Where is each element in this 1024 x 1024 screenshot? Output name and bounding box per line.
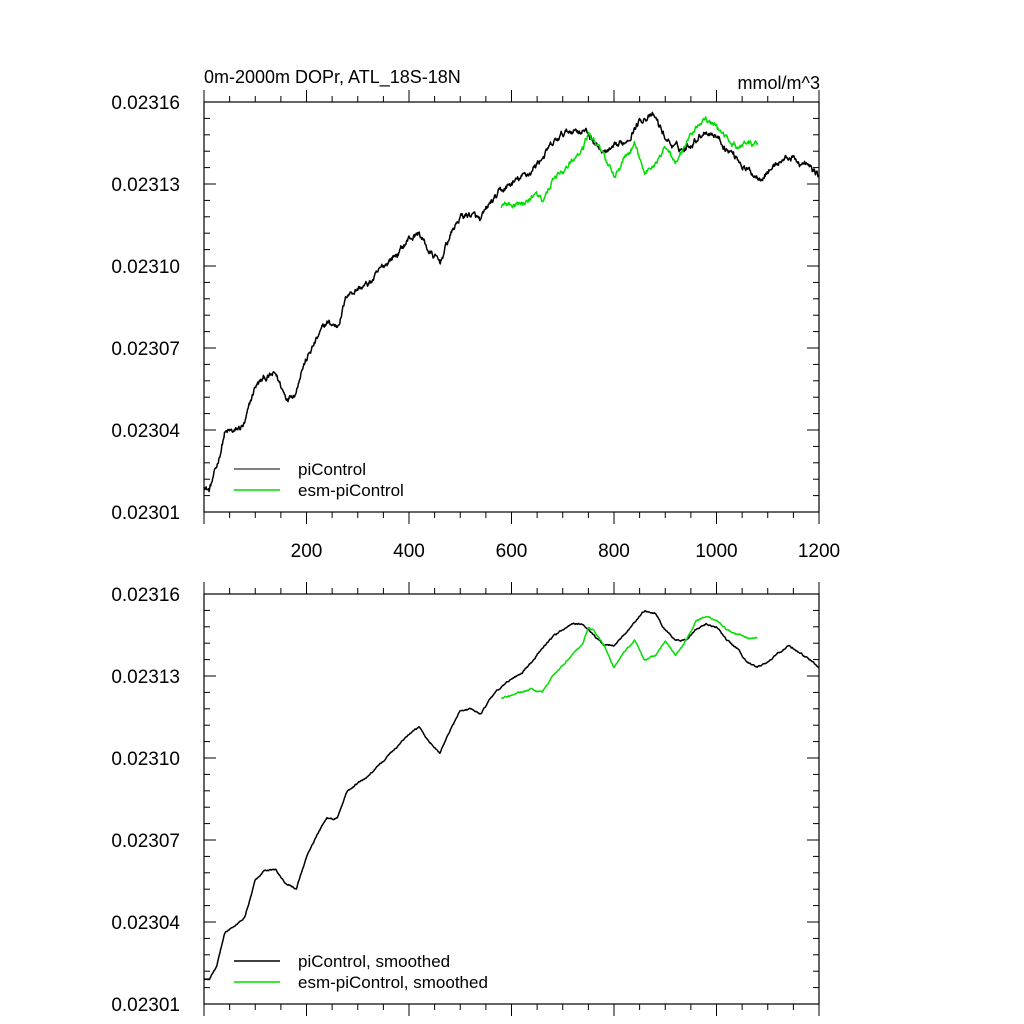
- y-tick-label: 0.02304: [111, 421, 180, 442]
- x-tick-label: 1200: [798, 541, 840, 562]
- x-tick-label: 600: [496, 541, 528, 562]
- chart-title: 0m-2000m DOPr, ATL_18S-18N: [204, 67, 461, 88]
- y-tick-label: 0.02310: [111, 749, 180, 770]
- y-tick-label: 0.02301: [111, 503, 180, 524]
- top-plot-frame: [203, 101, 820, 513]
- series-line-esm-picontrol-smoothed: [500, 615, 758, 699]
- x-tick-label: 400: [393, 541, 425, 562]
- y-tick-label: 0.02310: [111, 257, 180, 278]
- y-tick-label: 0.02316: [111, 585, 180, 606]
- y-tick-label: 0.02313: [111, 175, 180, 196]
- y-tick-label: 0.02307: [111, 831, 180, 852]
- y-tick-label: 0.02316: [111, 93, 180, 114]
- x-tick-label: 800: [598, 541, 630, 562]
- x-tick-label: 200: [291, 541, 323, 562]
- bottom-x-axis: [203, 582, 820, 1016]
- y-tick-label: 0.02304: [111, 913, 180, 934]
- series-line-picontrol-smoothed: [203, 609, 820, 981]
- bottom-plot-frame: [203, 593, 820, 1005]
- bottom-y-axis: 0.02301 0.02304 0.02307 0.02310 0.02313 0.023…: [111, 585, 819, 1016]
- bottom-panel: 0.02301 0.02304 0.02307 0.02310 0.02313 0.023…: [111, 582, 820, 1016]
- bottom-series-group: [203, 609, 820, 981]
- top-y-axis: 0.02301 0.02304 0.02307 0.02310 0.02313 0.023…: [111, 93, 819, 524]
- y-tick-label: 0.02307: [111, 339, 180, 360]
- bottom-legend: piControl, smoothed esm-piControl, smoot…: [234, 952, 488, 992]
- x-tick-label: 1000: [695, 541, 737, 562]
- legend-label-picontrol-smoothed: piControl, smoothed: [298, 952, 450, 971]
- legend-label-esm-picontrol: esm-piControl: [298, 481, 404, 500]
- legend-label-esm-picontrol-smoothed: esm-piControl, smoothed: [298, 973, 488, 992]
- top-series-group: [203, 111, 820, 493]
- y-tick-label: 0.02301: [111, 995, 180, 1016]
- top-panel: 0m-2000m DOPr, ATL_18S-18N mmol/m^3 0.02…: [111, 67, 840, 562]
- units-label: mmol/m^3: [738, 73, 820, 93]
- y-tick-label: 0.02313: [111, 667, 180, 688]
- legend-label-picontrol: piControl: [298, 460, 366, 479]
- series-line-picontrol: [203, 111, 820, 493]
- top-legend: piControl esm-piControl: [234, 460, 404, 500]
- series-line-esm-picontrol: [500, 116, 759, 209]
- top-x-axis: 200 400 600 800 1000 1200: [203, 90, 840, 562]
